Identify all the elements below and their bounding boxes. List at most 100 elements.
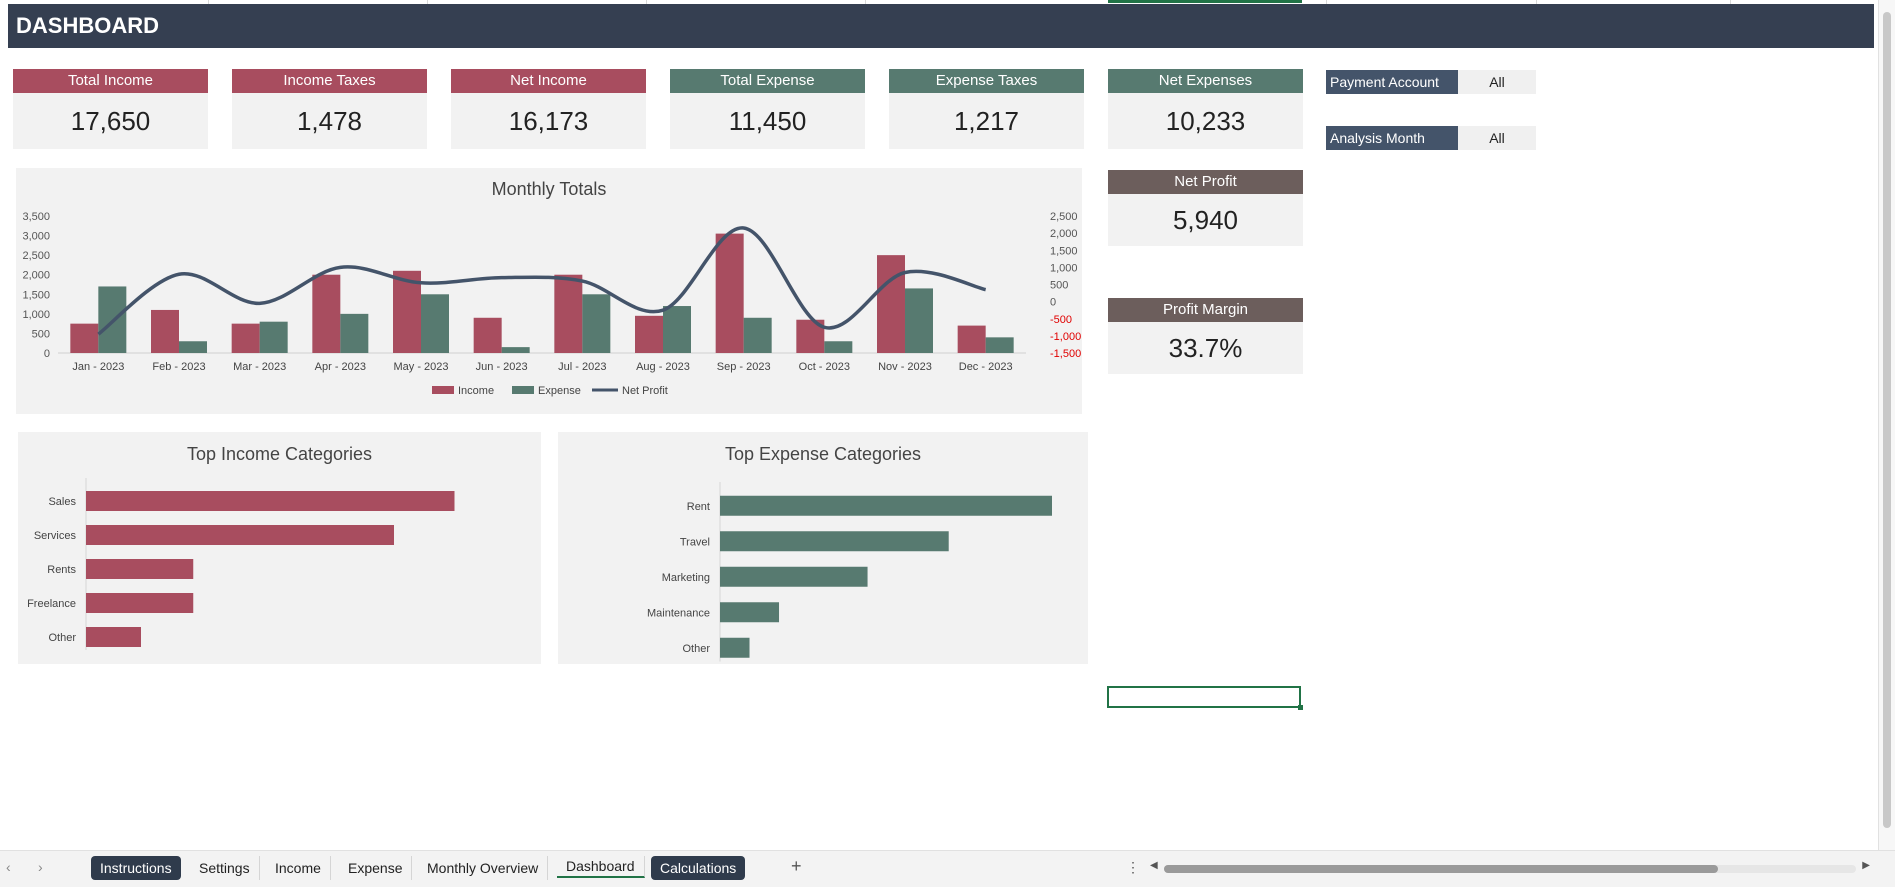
category-bar xyxy=(86,627,141,647)
x-tick-label: Oct - 2023 xyxy=(799,361,850,373)
expense-bar xyxy=(743,317,772,353)
y2-tick-label: -1,500 xyxy=(1050,348,1081,360)
kpi-value: 33.7% xyxy=(1108,322,1303,374)
column-gridline xyxy=(208,0,209,4)
y2-tick-label: 0 xyxy=(1050,297,1056,309)
tab-calculations[interactable]: Calculations xyxy=(651,856,746,880)
column-gridline xyxy=(1730,0,1731,4)
x-tick-label: Mar - 2023 xyxy=(233,361,286,373)
tab-income[interactable]: Income xyxy=(266,856,331,880)
prev-sheet-icon[interactable]: ‹ xyxy=(6,859,11,875)
expense-bar xyxy=(259,321,288,353)
y-tick-label: 3,000 xyxy=(22,231,50,243)
kpi-label: Profit Margin xyxy=(1108,298,1303,322)
expense-bar xyxy=(179,341,207,353)
category-bar xyxy=(720,602,780,623)
category-label: Rent xyxy=(687,501,710,513)
column-gridline xyxy=(1536,0,1537,4)
top-income-svg: Sales Services Rents Freelance Other xyxy=(27,478,455,650)
chart-title: Top Income Categories xyxy=(186,444,373,464)
filter-payment-account[interactable]: Payment Account All xyxy=(1326,70,1536,94)
y-tick-label: 3,500 xyxy=(22,211,50,223)
x-tick-label: Dec - 2023 xyxy=(959,361,1013,373)
kpi-value: 1,478 xyxy=(232,93,427,149)
scroll-thumb[interactable] xyxy=(1883,12,1891,828)
expense-bar xyxy=(985,337,1014,353)
category-label: Services xyxy=(34,530,77,542)
category-bar xyxy=(720,637,750,658)
y-tick-label: 500 xyxy=(32,328,50,340)
tab-settings[interactable]: Settings xyxy=(190,856,260,880)
category-label: Maintenance xyxy=(647,607,710,619)
chart-title: Monthly Totals xyxy=(491,179,607,199)
y2-tick-label: -1,000 xyxy=(1050,331,1081,343)
horizontal-scrollbar[interactable]: ◀ ▶ xyxy=(1150,860,1870,875)
scroll-right-icon[interactable]: ▶ xyxy=(1862,860,1870,871)
expense-bar xyxy=(501,347,530,353)
y-tick-label: 0 xyxy=(44,348,50,360)
category-label: Other xyxy=(682,643,710,655)
category-label: Marketing xyxy=(662,572,710,584)
column-gridline xyxy=(427,0,428,4)
tab-instructions[interactable]: Instructions xyxy=(91,856,181,880)
monthly-totals-chart[interactable]: Monthly Totals 3,500 3,000 2,500 2,000 1,500… xyxy=(16,168,1082,414)
tab-expense[interactable]: Expense xyxy=(339,856,413,880)
y2-tick-label: -500 xyxy=(1050,314,1072,326)
filter-value[interactable]: All xyxy=(1458,70,1536,94)
income-bar xyxy=(393,270,421,353)
category-label: Rents xyxy=(47,564,76,576)
legend-swatch-income xyxy=(432,386,454,394)
kpi-income-taxes[interactable]: Income Taxes 1,478 xyxy=(232,69,427,149)
x-tick-label: Jul - 2023 xyxy=(558,361,606,373)
category-bar xyxy=(720,531,949,552)
add-sheet-icon[interactable]: + xyxy=(791,856,802,876)
monthly-totals-svg: 3,500 3,000 2,500 2,000 1,500 1,000 500 0 2,500 2… xyxy=(22,211,1081,397)
expense-bar xyxy=(421,294,449,353)
scroll-left-icon[interactable]: ◀ xyxy=(1150,860,1158,871)
filter-value[interactable]: All xyxy=(1458,126,1536,150)
category-bar xyxy=(86,491,455,511)
kpi-label: Total Income xyxy=(13,69,208,93)
legend-swatch-expense xyxy=(512,386,534,394)
income-bar xyxy=(312,274,341,353)
category-label: Other xyxy=(48,632,76,644)
legend-label: Expense xyxy=(538,385,581,397)
selected-cell[interactable] xyxy=(1107,686,1303,710)
kpi-net-profit[interactable]: Net Profit 5,940 xyxy=(1108,170,1303,246)
sheet-tab-bar: ‹ › Instructions Settings Income Expense… xyxy=(0,850,1895,887)
kpi-total-income[interactable]: Total Income 17,650 xyxy=(13,69,208,149)
top-expense-categories-chart[interactable]: Top Expense Categories Rent Travel Marketi… xyxy=(558,432,1088,664)
tab-dashboard[interactable]: Dashboard xyxy=(557,856,645,878)
top-expense-svg: Rent Travel Marketing Maintenance Other xyxy=(647,482,1052,662)
x-tick-label: Nov - 2023 xyxy=(878,361,932,373)
y-tick-label: 2,500 xyxy=(22,250,50,262)
kpi-net-income[interactable]: Net Income 16,173 xyxy=(451,69,646,149)
filter-analysis-month[interactable]: Analysis Month All xyxy=(1326,126,1536,150)
top-income-categories-chart[interactable]: Top Income Categories Sales Services Rents… xyxy=(18,432,541,664)
vertical-scrollbar[interactable] xyxy=(1878,0,1895,850)
kpi-label: Net Profit xyxy=(1108,170,1303,194)
y2-tick-label: 1,000 xyxy=(1050,262,1078,274)
x-tick-label: Apr - 2023 xyxy=(315,361,366,373)
x-tick-label: Sep - 2023 xyxy=(717,361,771,373)
kpi-value: 11,450 xyxy=(670,93,865,149)
kpi-label: Total Expense xyxy=(670,69,865,93)
kpi-profit-margin[interactable]: Profit Margin 33.7% xyxy=(1108,298,1303,374)
scroll-thumb[interactable] xyxy=(1164,865,1718,873)
filter-label: Analysis Month xyxy=(1326,126,1458,150)
kpi-total-expense[interactable]: Total Expense 11,450 xyxy=(670,69,865,149)
category-bar xyxy=(86,593,194,613)
kpi-net-expenses[interactable]: Net Expenses 10,233 xyxy=(1108,69,1303,149)
tab-monthly-overview[interactable]: Monthly Overview xyxy=(418,856,549,880)
dashboard-header: DASHBOARD xyxy=(8,4,1874,48)
kpi-expense-taxes[interactable]: Expense Taxes 1,217 xyxy=(889,69,1084,149)
category-bar xyxy=(86,559,194,579)
next-sheet-icon[interactable]: › xyxy=(38,859,43,875)
more-options-icon[interactable]: ⋮ xyxy=(1126,859,1140,875)
income-bar xyxy=(957,325,986,353)
income-bar xyxy=(151,309,179,353)
income-bar xyxy=(70,323,99,353)
expense-bar xyxy=(663,306,691,353)
column-gridline xyxy=(865,0,866,4)
income-bar xyxy=(231,323,260,353)
